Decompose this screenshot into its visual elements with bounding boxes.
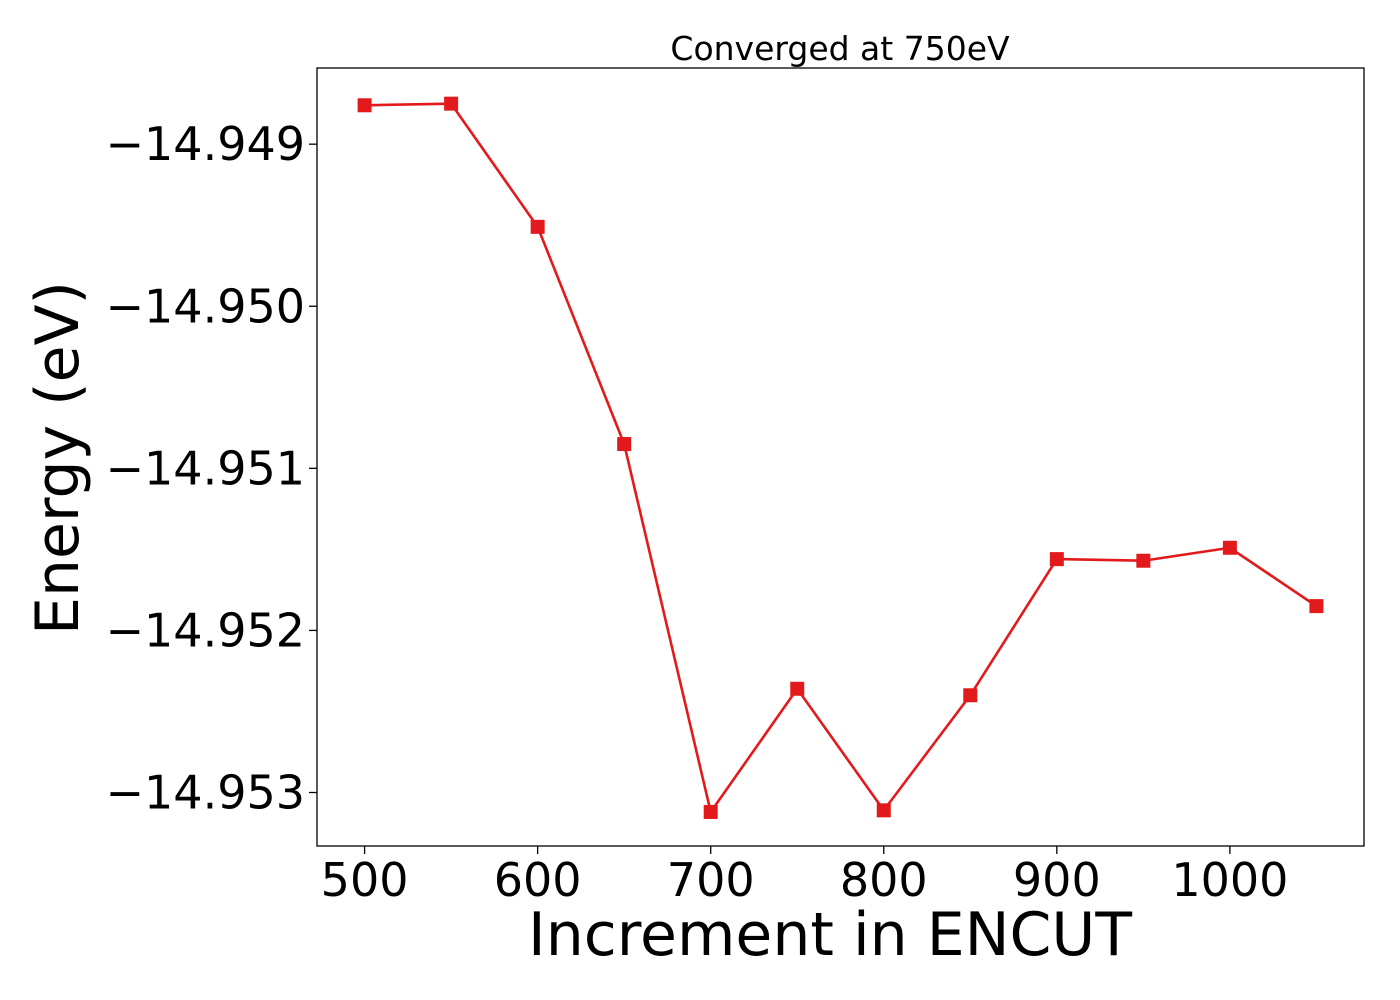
- data-point-marker: [1049, 552, 1064, 567]
- x-tick-label: 500: [321, 853, 409, 907]
- y-tick-label: −14.949: [106, 117, 306, 171]
- data-point-marker: [1309, 599, 1324, 614]
- plot-frame: [316, 67, 1365, 847]
- data-point-marker: [444, 96, 459, 111]
- x-tick-label: 1000: [1171, 853, 1288, 907]
- data-point-marker: [617, 437, 632, 452]
- y-tick-label: −14.952: [106, 603, 306, 657]
- x-tick-label: 900: [1013, 853, 1101, 907]
- x-tick-label: 600: [494, 853, 582, 907]
- y-axis-ticks: −14.949 −14.950 −14.951 −14.952 −14.953: [106, 117, 317, 820]
- y-axis-label: Energy (eV): [23, 281, 93, 635]
- data-point-marker: [530, 219, 545, 234]
- y-tick-label: −14.953: [106, 766, 306, 820]
- x-axis-ticks: 500 600 700 800 900 1000: [321, 846, 1288, 907]
- chart-title: Converged at 750eV: [670, 29, 1010, 68]
- data-point-marker: [876, 803, 891, 818]
- data-point-marker: [963, 688, 978, 703]
- data-point-marker: [703, 804, 718, 819]
- data-point-marker: [357, 98, 372, 113]
- x-axis-label: Increment in ENCUT: [528, 900, 1132, 970]
- y-tick-label: −14.950: [106, 279, 306, 333]
- x-tick-label: 800: [840, 853, 928, 907]
- data-point-marker: [1136, 553, 1151, 568]
- y-tick-label: −14.951: [106, 441, 306, 495]
- data-point-marker: [1222, 540, 1237, 555]
- series-line: [364, 102, 1318, 814]
- x-tick-label: 700: [667, 853, 755, 907]
- data-point-marker: [790, 681, 805, 696]
- plot-area: [316, 67, 1365, 847]
